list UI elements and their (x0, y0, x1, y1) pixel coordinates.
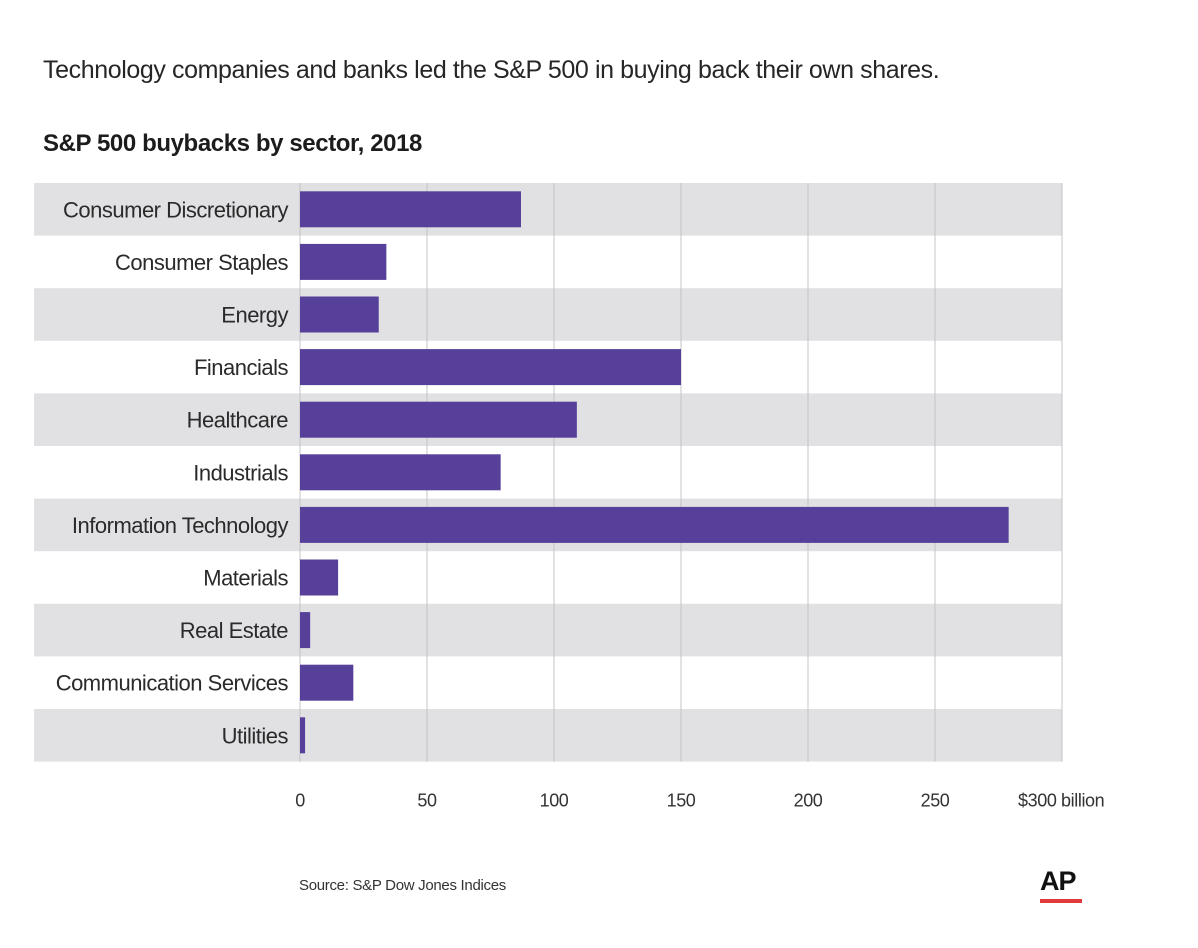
category-label: Healthcare (187, 408, 289, 433)
x-tick-label: 50 (417, 791, 437, 811)
category-label: Information Technology (72, 513, 289, 538)
category-label: Materials (203, 566, 288, 591)
bar (300, 717, 306, 754)
category-labels: Consumer Discretionary Consumer Staples En… (56, 197, 289, 748)
x-tick-label: 150 (667, 791, 696, 811)
category-label: Energy (221, 303, 288, 328)
source-note: Source: S&P Dow Jones Indices (299, 877, 506, 894)
bar (300, 296, 379, 333)
row-band (34, 603, 1062, 657)
chart-title: S&P 500 buybacks by sector, 2018 (43, 130, 422, 157)
chart-subtitle: Technology companies and banks led the S… (43, 56, 940, 84)
ap-logo: AP (1040, 866, 1084, 906)
category-label: Consumer Discretionary (63, 197, 288, 222)
x-tick-label: 0 (295, 791, 305, 811)
bar (300, 349, 681, 386)
x-tick-label: 100 (540, 791, 569, 811)
x-tick-label: 250 (921, 791, 950, 811)
category-label: Utilities (222, 723, 289, 748)
ap-logo-underline (1040, 899, 1082, 903)
x-tick-labels: 0 50 100 150 200 250 $300 billion (295, 791, 1104, 811)
category-label: Consumer Staples (115, 250, 288, 275)
bar (300, 506, 1009, 543)
x-tick-label: $300 billion (1018, 791, 1104, 811)
row-band (34, 288, 1062, 341)
bar (300, 664, 354, 701)
bar (300, 559, 339, 596)
bar (300, 243, 387, 280)
category-label: Financials (194, 355, 289, 380)
row-band (34, 183, 1062, 236)
category-label: Industrials (193, 460, 288, 485)
bar (300, 401, 577, 438)
bars (300, 191, 1009, 754)
ap-logo-text: AP (1040, 866, 1077, 896)
x-tick-label: 200 (794, 791, 823, 811)
bar (300, 191, 521, 228)
bar (300, 612, 311, 649)
row-band (34, 709, 1062, 762)
category-label: Real Estate (180, 618, 288, 643)
category-label: Communication Services (56, 671, 289, 696)
bar (300, 454, 501, 491)
